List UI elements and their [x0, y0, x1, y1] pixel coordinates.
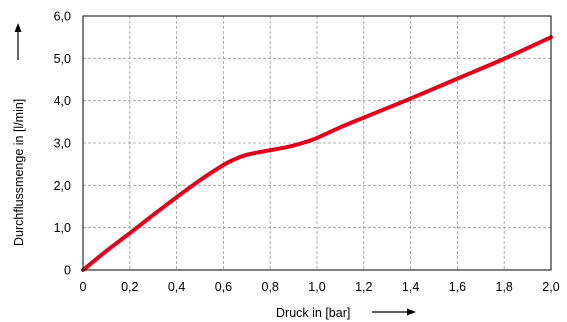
x-tick-label: 0,2: [121, 280, 138, 294]
x-tick-label: 0: [80, 280, 87, 294]
x-axis-arrow-icon: [407, 308, 416, 316]
y-axis-label: Durchflussmenge in [l/min]: [12, 99, 26, 246]
y-tick-label: 3,0: [54, 137, 71, 151]
x-tick-label: 2,0: [542, 280, 559, 294]
x-tick-label: 0,4: [168, 280, 185, 294]
plot-frame: [82, 15, 552, 271]
x-tick-label: 1,6: [449, 280, 466, 294]
x-axis-label: Druck in [bar]: [276, 306, 350, 320]
series-layer: [81, 35, 553, 272]
x-tick-label: 1,2: [355, 280, 372, 294]
y-axis-arrow-icon: [14, 23, 22, 32]
grid: [83, 16, 551, 270]
x-tick-label: 0,6: [215, 280, 232, 294]
y-tick-label: 0: [64, 264, 71, 278]
x-tick-label: 1,0: [308, 280, 325, 294]
y-tick-label: 4,0: [54, 94, 71, 108]
x-axis-ticks: 0 0,2 0,4 0,6 0,8 1,0 1,2 1,4 1,6 1,8 2,0: [80, 280, 560, 294]
x-tick-label: 0,8: [262, 280, 279, 294]
x-tick-label: 1,8: [496, 280, 513, 294]
y-tick-label: 6,0: [54, 10, 71, 24]
x-tick-label: 1,4: [402, 280, 419, 294]
y-tick-label: 2,0: [54, 179, 71, 193]
series-line: [81, 35, 553, 272]
y-axis-ticks: 0 1,0 2,0 3,0 4,0 5,0 6,0: [54, 10, 71, 278]
y-tick-label: 5,0: [54, 52, 71, 66]
y-tick-label: 1,0: [54, 221, 71, 235]
